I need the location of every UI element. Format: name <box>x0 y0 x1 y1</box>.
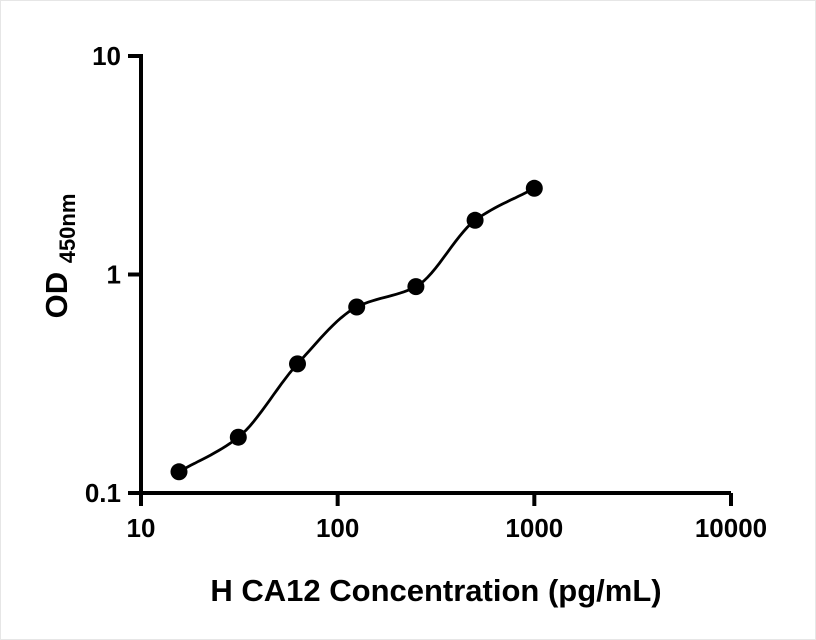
y-axis-title-main: OD <box>39 272 74 319</box>
y-axis-title: OD 450nm <box>39 194 80 319</box>
y-axis-title-subscript: 450nm <box>55 194 80 264</box>
data-point <box>466 211 484 229</box>
axes-layer: 0.1 1 10 10 100 1000 10000 <box>85 41 767 543</box>
data-point <box>289 355 306 373</box>
data-point <box>170 463 188 481</box>
y-tick-label: 10 <box>92 41 121 71</box>
data-point <box>407 278 425 296</box>
data-point <box>348 298 366 316</box>
x-axis-title: H CA12 Concentration (pg/mL) <box>210 573 661 608</box>
data-point <box>525 179 543 197</box>
x-tick-label: 100 <box>316 513 359 543</box>
x-tick-label: 10000 <box>695 513 767 543</box>
data-point <box>229 428 247 446</box>
y-tick-label: 0.1 <box>85 478 121 508</box>
y-tick-label: 1 <box>107 260 121 290</box>
data-layer <box>170 179 543 481</box>
fit-curve <box>177 186 536 474</box>
x-tick-label: 10 <box>127 513 156 543</box>
x-tick-label: 1000 <box>505 513 563 543</box>
